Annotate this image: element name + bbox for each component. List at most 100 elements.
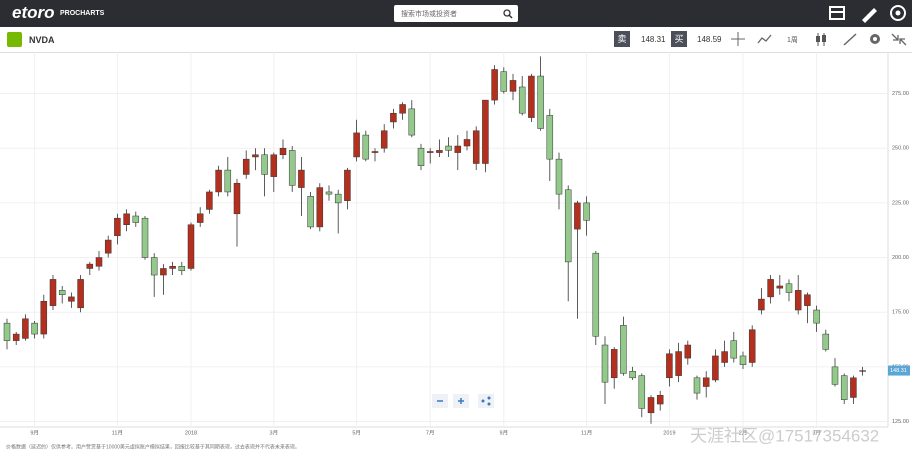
logo[interactable]: etoro <box>12 3 55 22</box>
x-tick-label: 11月 <box>581 429 592 436</box>
candle-body <box>758 298 765 311</box>
candle-body <box>592 252 600 337</box>
search-box[interactable]: 搜索市场或投资者 <box>394 5 518 22</box>
candle-body <box>850 377 857 398</box>
candle-body <box>160 268 167 276</box>
candle-body <box>187 224 195 269</box>
period-select[interactable]: 1周 <box>787 37 798 44</box>
candle-body <box>583 202 590 221</box>
candle-body <box>31 322 38 335</box>
candle-body <box>123 213 130 225</box>
candle-body <box>132 215 140 223</box>
candle-body <box>509 80 517 92</box>
candle-body <box>206 191 213 210</box>
x-tick-label: 9月 <box>500 429 509 436</box>
search-icon <box>503 9 513 19</box>
candle-body <box>537 75 544 129</box>
buy-button[interactable]: 买 <box>671 31 687 47</box>
candle-body <box>454 145 462 153</box>
y-tick-label: 275.00 <box>892 91 909 97</box>
candle-body <box>656 395 664 405</box>
candle-body <box>86 263 94 269</box>
candle-body <box>574 202 581 230</box>
candle-body <box>500 71 508 92</box>
candle-body <box>224 169 232 193</box>
candle-body <box>242 158 250 175</box>
candle-body <box>298 169 305 188</box>
top-icons[interactable] <box>822 0 912 27</box>
x-tick-label: 5月 <box>352 429 361 436</box>
candle-body <box>528 75 535 118</box>
candle-body <box>114 217 121 236</box>
candle-body <box>196 213 204 223</box>
candle-body <box>712 355 719 381</box>
candle-body <box>49 279 57 306</box>
candle-body <box>362 134 370 160</box>
zoom-controls[interactable] <box>432 394 494 408</box>
candle-body <box>252 154 259 158</box>
candle-body <box>371 151 379 153</box>
candle-body <box>344 169 351 201</box>
candle-body <box>279 147 287 156</box>
candle-body <box>767 279 774 298</box>
candle-body <box>12 333 20 341</box>
watermark: 天涯社区@17517354632 <box>690 426 879 445</box>
tool-icons[interactable] <box>724 27 912 52</box>
candle-body <box>546 115 554 160</box>
candle-body <box>822 333 830 350</box>
candle-body <box>95 257 103 267</box>
last-price-tag <box>888 365 910 376</box>
x-tick-label: 11月 <box>112 429 123 436</box>
sell-price: 148.31 <box>641 35 666 44</box>
candle-body <box>831 366 839 385</box>
candle-body <box>804 294 811 306</box>
candle-body <box>666 353 673 379</box>
candle-body <box>390 112 397 123</box>
candle-body <box>776 285 784 289</box>
candle-body <box>334 193 342 204</box>
candle-body <box>518 86 526 114</box>
x-tick-label: 2018 <box>185 430 197 436</box>
symbol: NVDA <box>29 35 55 45</box>
sell-button[interactable]: 卖 <box>614 31 630 47</box>
candle-body <box>261 154 268 175</box>
y-tick-label: 225.00 <box>892 200 909 206</box>
candle-body <box>629 370 636 379</box>
buy-price: 148.59 <box>697 35 722 44</box>
candle-body <box>141 217 149 258</box>
candle-body <box>353 132 360 158</box>
x-tick-label: 7月 <box>426 429 435 436</box>
y-tick-label: 200.00 <box>892 255 909 261</box>
candle-body <box>693 377 701 394</box>
candle-body <box>288 150 296 186</box>
candle-body <box>638 375 646 409</box>
candle-body <box>813 309 820 324</box>
candle-body <box>748 329 756 363</box>
candle-body <box>58 290 66 295</box>
candle-body <box>840 375 848 400</box>
candle-body <box>684 344 692 359</box>
candle-body <box>270 154 278 177</box>
candle-body <box>215 169 222 193</box>
x-tick-label: 2019 <box>663 430 675 436</box>
candle-body <box>380 130 388 149</box>
top-bar: etoro PROCHARTS 搜索市场或投资者 <box>0 0 912 27</box>
y-tick-label: 175.00 <box>892 310 909 316</box>
candle-body <box>426 151 434 153</box>
search-placeholder: 搜索市场或投资者 <box>401 11 457 18</box>
candle-body <box>647 397 655 414</box>
candle-body <box>491 69 498 101</box>
candle-body <box>169 266 176 269</box>
candle-body <box>730 340 738 359</box>
candle-body <box>702 377 710 387</box>
x-tick-label: 3月 <box>812 429 821 436</box>
candle-body <box>68 296 75 302</box>
toolbar: NVDA 卖 148.31 买 148.59 1周 <box>0 27 912 53</box>
candle-body <box>233 182 241 215</box>
candle-body <box>150 257 158 276</box>
x-tick-label: 9月 <box>30 429 39 436</box>
candle-body <box>417 147 425 166</box>
last-price-label: 148.31 <box>890 368 907 374</box>
candle-body <box>77 279 84 309</box>
